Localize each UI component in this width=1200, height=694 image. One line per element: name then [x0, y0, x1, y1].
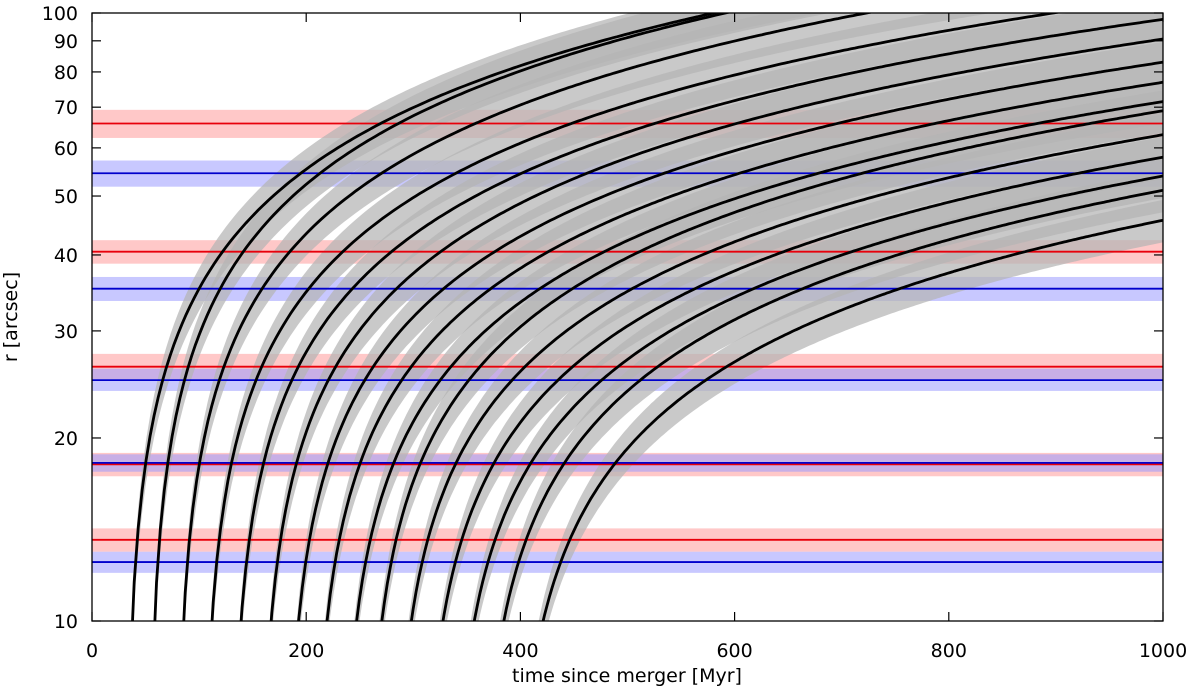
y-tick-label-70: 70 [54, 97, 78, 119]
y-tick-label-40: 40 [54, 245, 78, 267]
horizontal-lines [92, 122, 1163, 563]
curve-1-band [131, 13, 821, 621]
y-tick-label-50: 50 [54, 186, 78, 208]
y-tick-label-20: 20 [54, 428, 78, 450]
curve-1-line [131, 13, 720, 621]
curve-4-line [210, 13, 1063, 621]
curve-8-line [325, 80, 1163, 621]
curve-2-line [153, 13, 732, 621]
curve-7-line [297, 60, 1163, 621]
y-tick-label-30: 30 [54, 321, 78, 343]
curve-2-band [154, 13, 830, 621]
y-tick-label-60: 60 [54, 138, 78, 160]
curve-15-band [538, 199, 1163, 621]
curve-3-band [182, 13, 992, 621]
plot-frame [91, 12, 1164, 622]
curve-11-line [409, 133, 1163, 621]
curve-13-line [472, 174, 1163, 621]
curve-10-line [380, 109, 1163, 621]
curve-3-line [182, 13, 875, 621]
y-tick-label-80: 80 [54, 62, 78, 84]
curve-14-line [502, 188, 1163, 621]
curve-12-line [441, 155, 1163, 621]
y-tick-label-90: 90 [54, 31, 78, 53]
curve-4-band [210, 13, 1163, 621]
curve-9-line [355, 100, 1163, 621]
x-tick-label-1000: 1000 [1139, 640, 1187, 662]
y-axis-label: r [arcsec] [0, 272, 22, 362]
x-tick-label-0: 0 [86, 640, 98, 662]
x-tick-label-600: 600 [716, 640, 752, 662]
curve-5-line [239, 17, 1163, 621]
x-axis-label: time since merger [Myr] [512, 665, 742, 687]
x-tick-label-800: 800 [931, 640, 967, 662]
curves [131, 13, 1163, 621]
x-tick-label-400: 400 [502, 640, 538, 662]
axes: 0 200 400 600 800 1000 10 20 30 40 50 60 70 80 90 100 [42, 3, 1187, 662]
curve-6-line [269, 37, 1163, 621]
curve-uncertainty-bands [131, 13, 1163, 621]
y-tick-label-10: 10 [54, 611, 78, 633]
x-tick-label-200: 200 [288, 640, 324, 662]
curve-15-line [541, 218, 1163, 621]
y-tick-label-100: 100 [42, 3, 78, 25]
